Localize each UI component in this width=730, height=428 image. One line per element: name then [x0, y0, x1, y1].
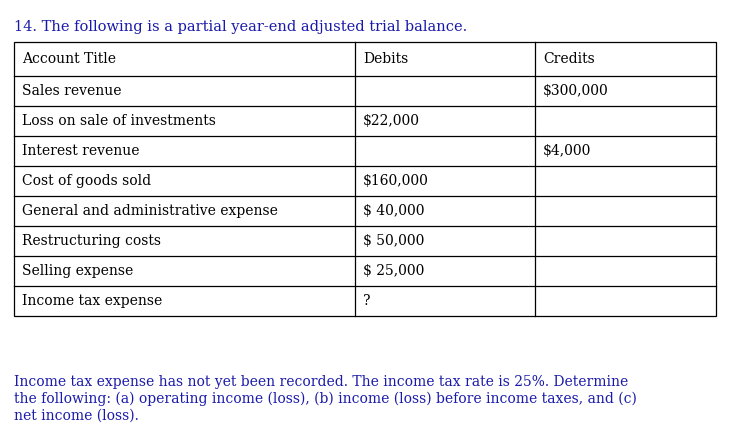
Text: $160,000: $160,000 [363, 174, 429, 188]
Text: $22,000: $22,000 [363, 114, 420, 128]
Text: Loss on sale of investments: Loss on sale of investments [22, 114, 216, 128]
Text: $ 50,000: $ 50,000 [363, 234, 424, 248]
Text: Cost of goods sold: Cost of goods sold [22, 174, 151, 188]
Text: net income (loss).: net income (loss). [14, 409, 139, 423]
Text: $4,000: $4,000 [543, 144, 591, 158]
Text: $ 25,000: $ 25,000 [363, 264, 424, 278]
Text: Sales revenue: Sales revenue [22, 84, 121, 98]
Text: Income tax expense: Income tax expense [22, 294, 162, 308]
Text: Debits: Debits [363, 52, 408, 66]
Text: the following: (a) operating income (loss), (b) income (loss) before income taxe: the following: (a) operating income (los… [14, 392, 637, 407]
Bar [14, 42, 716, 316]
Text: Account Title: Account Title [22, 52, 116, 66]
Text: Credits: Credits [543, 52, 595, 66]
Text: 14. The following is a partial year-end adjusted trial balance.: 14. The following is a partial year-end … [14, 20, 467, 34]
Text: ?: ? [363, 294, 371, 308]
Text: $300,000: $300,000 [543, 84, 609, 98]
Text: Interest revenue: Interest revenue [22, 144, 139, 158]
Text: General and administrative expense: General and administrative expense [22, 204, 278, 218]
Text: $ 40,000: $ 40,000 [363, 204, 425, 218]
Text: Income tax expense has not yet been recorded. The income tax rate is 25%. Determ: Income tax expense has not yet been reco… [14, 375, 629, 389]
Text: Restructuring costs: Restructuring costs [22, 234, 161, 248]
Text: Selling expense: Selling expense [22, 264, 134, 278]
